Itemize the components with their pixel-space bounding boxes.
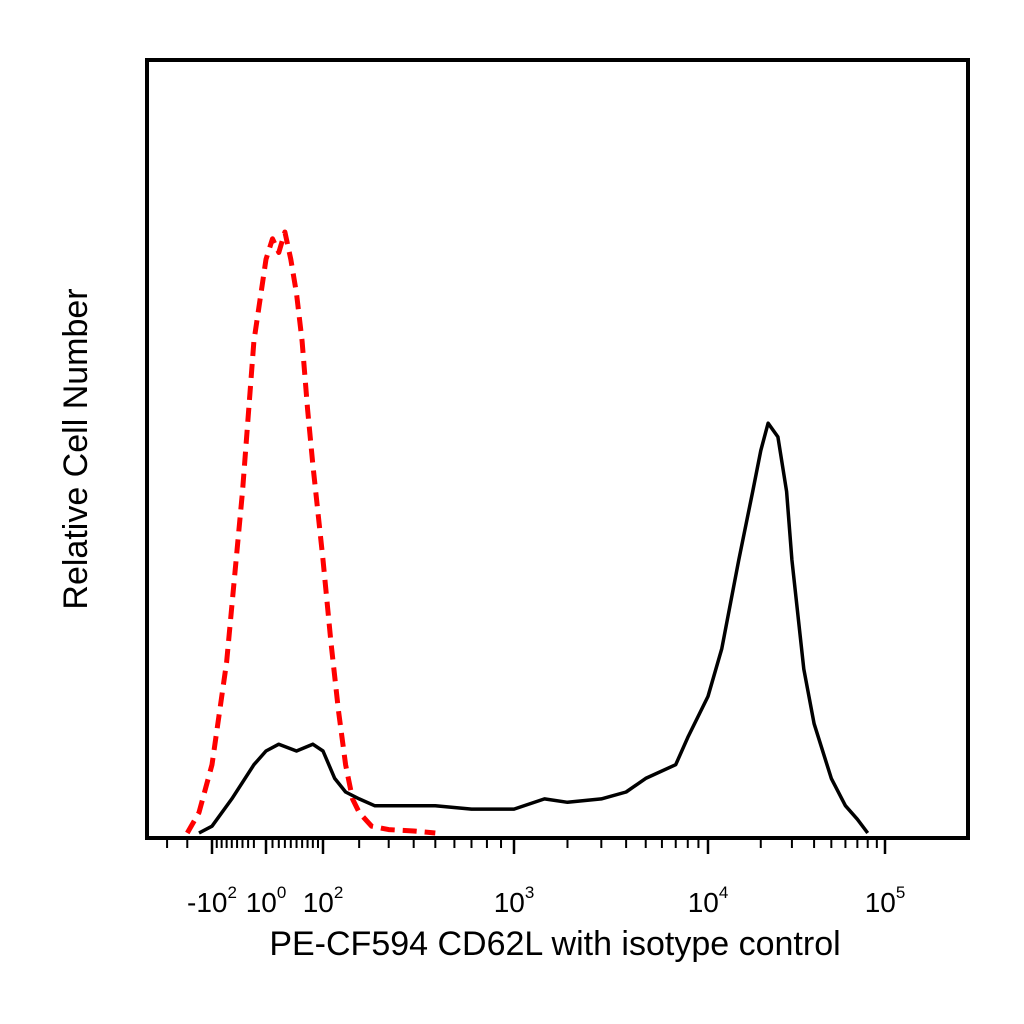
x-axis: -102 100 102 103 104 105: [166, 840, 906, 918]
x-tick-label: 104: [688, 883, 729, 918]
x-tick-label: 105: [865, 883, 906, 918]
x-tick-label: 103: [494, 883, 535, 918]
isotype-control-histogram: [185, 229, 436, 836]
cd62l-histogram: [198, 421, 870, 835]
y-axis-title: Relative Cell Number: [57, 288, 95, 609]
plot-frame: [145, 58, 970, 840]
x-tick-label: 102: [303, 883, 344, 918]
series-layer: [185, 229, 870, 836]
x-axis-title: PE-CF594 CD62L with isotype control: [269, 925, 840, 963]
x-tick-label: 100: [246, 883, 287, 918]
x-tick-label: -102: [187, 883, 237, 918]
